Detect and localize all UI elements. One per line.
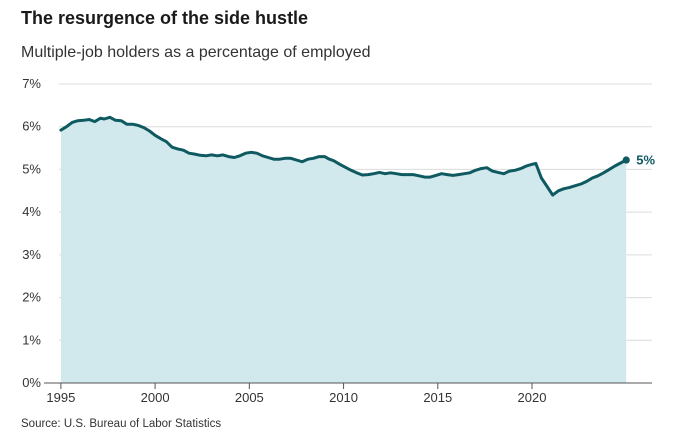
chart-title: The resurgence of the side hustle: [21, 8, 309, 28]
y-tick-label: 6%: [22, 119, 41, 134]
series-line: [59, 115, 628, 197]
x-tick-label: 2015: [423, 390, 452, 405]
y-tick-label: 1%: [22, 332, 41, 347]
x-tick-label: 2020: [518, 390, 547, 405]
end-value-label: 5%: [636, 153, 655, 168]
y-tick-label: 0%: [22, 375, 41, 390]
x-tick-label: 2010: [329, 390, 358, 405]
chart-source: Source: U.S. Bureau of Labor Statistics: [21, 418, 222, 430]
end-point-marker: [622, 156, 630, 164]
x-tick-label: 2000: [141, 390, 170, 405]
y-tick-label: 2%: [22, 290, 41, 305]
x-tick-label: 2005: [235, 390, 264, 405]
y-tick-label: 7%: [22, 76, 41, 91]
y-tick-label: 4%: [22, 204, 41, 219]
y-tick-label: 5%: [22, 161, 41, 176]
x-tick-label: 1995: [46, 390, 75, 405]
series-area: [60, 117, 627, 384]
y-tick-label: 3%: [22, 247, 41, 262]
chart-subtitle: Multiple-job holders as a percentage of …: [21, 44, 371, 61]
